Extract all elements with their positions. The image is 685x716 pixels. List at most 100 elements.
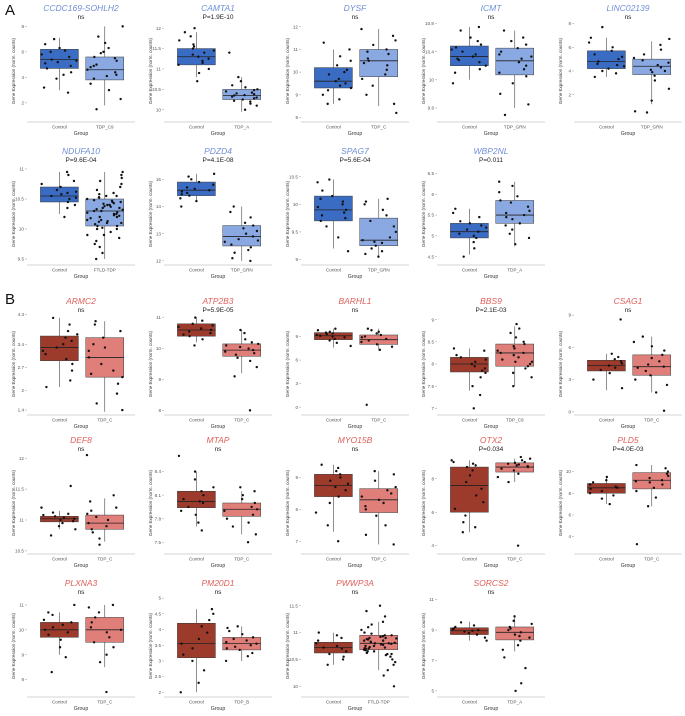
y-tick-label: 6 [21, 49, 24, 54]
data-point [519, 639, 522, 642]
data-point [360, 628, 363, 632]
data-point [249, 246, 253, 249]
data-point [340, 647, 344, 650]
y-tick-label: 9 [158, 377, 161, 382]
data-point [85, 453, 89, 457]
data-point [197, 681, 200, 685]
data-point [95, 239, 98, 243]
data-point [341, 203, 344, 206]
gene-title: ATP2B3 [201, 296, 233, 306]
data-point [247, 521, 250, 524]
data-point [526, 465, 529, 468]
data-point [341, 658, 345, 661]
data-point [191, 47, 195, 50]
data-point [653, 74, 656, 77]
significance-label: ns [78, 446, 86, 453]
y-axis-label: Gene Expression (norm. counts) [285, 180, 290, 247]
data-point [315, 333, 319, 337]
data-point [480, 369, 484, 372]
data-point [40, 182, 43, 186]
data-point [105, 194, 108, 198]
y-tick-label: 5 [431, 689, 434, 694]
x-tick-label: Control [599, 125, 614, 130]
data-point [527, 103, 530, 106]
significance-label: P=4.0E-03 [613, 446, 644, 453]
x-tick-label: TDP_C [507, 557, 523, 562]
data-point [42, 86, 46, 89]
data-point [454, 46, 458, 49]
significance-label: P=5.6E-04 [340, 157, 371, 164]
data-point [476, 39, 479, 43]
box [587, 50, 626, 69]
data-point [225, 517, 229, 520]
data-point [335, 644, 339, 648]
data-point [391, 658, 394, 661]
box [40, 49, 79, 69]
x-tick-label: Control [189, 700, 204, 705]
data-point [474, 53, 477, 56]
data-point [360, 495, 364, 498]
significance-label: P=5.9E-05 [203, 307, 234, 314]
data-point [472, 240, 475, 244]
gene-title: CCDC169-SOHLH2 [43, 3, 119, 13]
y-tick-label: 5 [431, 233, 434, 238]
data-point [512, 345, 515, 348]
significance-label: P=9.6E-04 [66, 157, 97, 164]
data-point [245, 639, 248, 642]
significance-label: ns [488, 589, 496, 596]
x-tick-label: Control [189, 418, 204, 423]
significance-label: ns [625, 307, 633, 314]
data-point [365, 403, 368, 406]
data-point [209, 331, 212, 335]
y-tick-label: 11.5 [289, 603, 298, 608]
data-point [119, 628, 123, 632]
data-point [191, 659, 194, 663]
data-point [512, 469, 516, 472]
data-point [364, 252, 367, 256]
data-point [337, 495, 340, 498]
data-point [328, 339, 331, 342]
data-point [498, 53, 501, 56]
data-point [464, 514, 467, 517]
data-point [506, 462, 510, 465]
data-point [339, 476, 342, 479]
data-point [58, 46, 61, 50]
y-tick-label: 10 [19, 627, 25, 632]
y-tick-label: 2 [158, 690, 161, 695]
data-point [501, 358, 504, 361]
data-point [202, 493, 205, 497]
data-point [622, 65, 626, 68]
data-point [336, 540, 340, 543]
data-point [475, 236, 478, 240]
data-point [667, 61, 670, 64]
data-point [613, 357, 616, 361]
data-point [105, 653, 108, 656]
data-point [103, 41, 107, 45]
y-axis-label: Gene Expression (norm. counts) [285, 37, 290, 104]
y-tick-label: 6 [295, 358, 298, 363]
data-point [530, 376, 533, 379]
data-point [191, 53, 194, 56]
chart-panel-armc2: ARMC2 ns 1.4 2 2.7 3.4 4.3 Gene Expression (nor… [5, 293, 142, 434]
y-tick-label: 11 [156, 67, 161, 72]
data-point [477, 230, 480, 233]
data-point [208, 618, 211, 622]
data-point [343, 70, 346, 74]
data-point [511, 228, 514, 231]
data-point [530, 55, 533, 58]
data-point [89, 65, 92, 69]
data-point [74, 196, 78, 199]
data-point [240, 497, 244, 501]
data-point [593, 53, 596, 56]
data-point [528, 362, 532, 366]
data-point [60, 193, 63, 196]
chart-panel-wbp2nl: WBP2NL P=0.011 4.5 5 5.5 6 6.5 Gene Expression … [415, 143, 552, 284]
y-axis-label: Gene Expression (norm. counts) [421, 612, 426, 679]
data-point [226, 626, 229, 630]
data-point [377, 255, 380, 258]
data-point [111, 603, 115, 607]
data-point [177, 325, 180, 329]
data-point [121, 208, 124, 211]
